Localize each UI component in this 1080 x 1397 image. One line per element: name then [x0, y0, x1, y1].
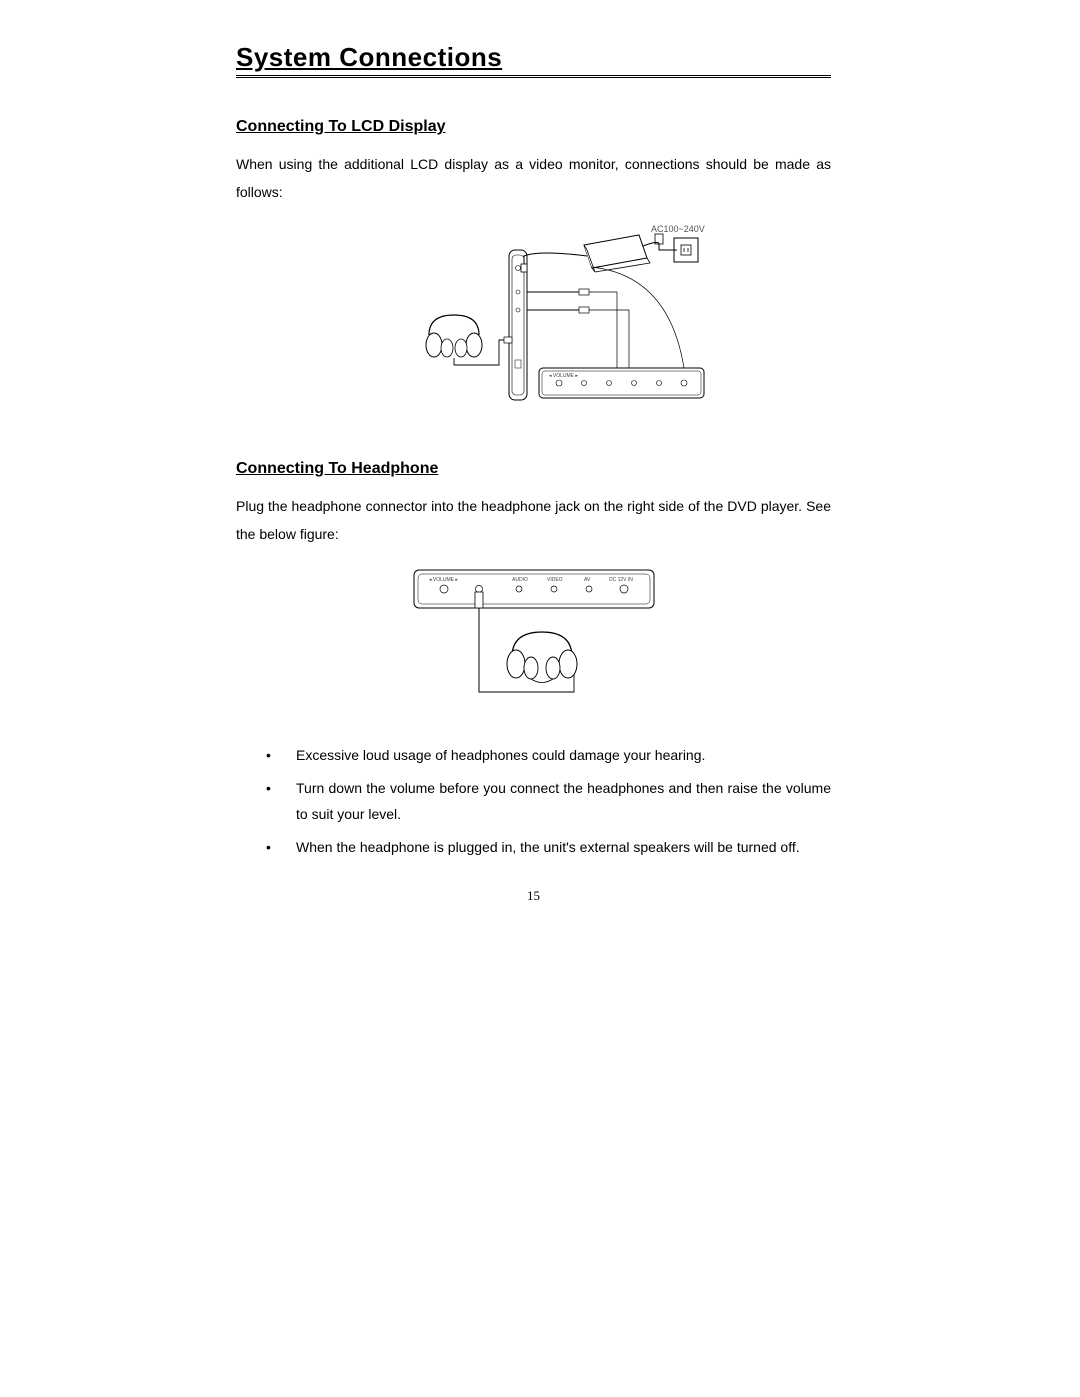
page-number: 15: [236, 888, 831, 904]
document-page: System Connections Connecting To LCD Dis…: [236, 42, 831, 904]
lcd-unit-icon: [509, 250, 527, 400]
ac-label: AC100~240V: [651, 224, 705, 234]
svg-text:DC 12V IN: DC 12V IN: [609, 577, 633, 583]
figure-headphone-connection: ◂ VOLUME ▸ AUDIO VIDEO AV DC 12V IN: [236, 562, 831, 712]
bullet-list: Excessive loud usage of headphones could…: [236, 742, 831, 860]
lcd-diagram-svg: AC100~240V: [359, 220, 709, 430]
headphone-diagram-svg: ◂ VOLUME ▸ AUDIO VIDEO AV DC 12V IN: [394, 562, 674, 712]
list-item: Turn down the volume before you connect …: [266, 775, 831, 828]
svg-text:AV: AV: [584, 577, 591, 583]
section-heading-lcd: Connecting To LCD Display: [236, 118, 831, 136]
svg-text:VIDEO: VIDEO: [547, 577, 563, 583]
svg-text:AUDIO: AUDIO: [512, 577, 528, 583]
headphones-icon: [507, 632, 577, 683]
av-cables-icon: [527, 267, 684, 368]
svg-text:◂ VOLUME ▸: ◂ VOLUME ▸: [549, 373, 578, 379]
section-paragraph-headphone: Plug the headphone connector into the he…: [236, 492, 831, 548]
section-paragraph-lcd: When using the additional LCD display as…: [236, 150, 831, 206]
figure-lcd-connection: AC100~240V: [236, 220, 831, 430]
list-item: Excessive loud usage of headphones could…: [266, 742, 831, 769]
svg-text:◂ VOLUME ▸: ◂ VOLUME ▸: [429, 577, 458, 583]
page-title: System Connections: [236, 42, 831, 78]
list-item: When the headphone is plugged in, the un…: [266, 834, 831, 861]
section-heading-headphone: Connecting To Headphone: [236, 460, 831, 478]
wall-outlet-icon: [674, 238, 698, 262]
dvd-player-icon: ◂ VOLUME ▸ AUDIO VIDEO AV DC 12V IN: [414, 570, 654, 608]
dvd-player-icon: ◂ VOLUME ▸: [539, 368, 704, 398]
power-adapter-icon: [584, 235, 659, 272]
headphones-icon: [426, 315, 512, 365]
